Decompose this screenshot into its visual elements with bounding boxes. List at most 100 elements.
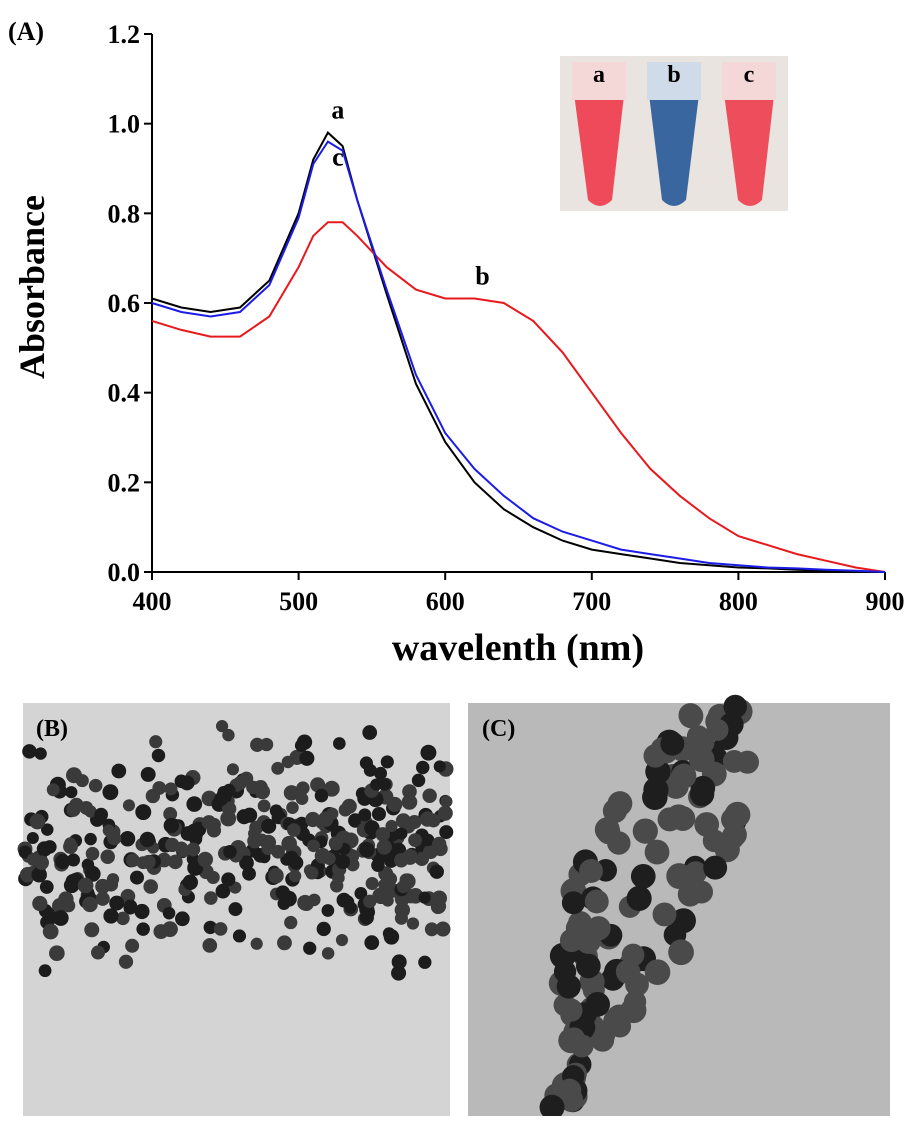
particle [307,839,320,853]
particle [100,849,115,865]
y-tick-label: 0.6 [108,289,141,318]
particle [596,820,621,845]
particle [242,866,256,881]
particle [314,847,331,864]
particle [179,775,195,791]
particle [283,785,300,801]
particle [418,891,431,904]
particle [401,794,418,810]
particle [341,798,357,814]
particle [689,782,715,807]
tube [647,78,701,206]
particle [94,807,109,822]
particle [323,780,340,797]
particle [29,813,46,830]
particle [559,998,583,1022]
particle [261,818,277,834]
particle [294,738,309,753]
particle [396,880,410,894]
particle [95,891,110,906]
particle [18,845,32,859]
particle [365,876,379,891]
particle [706,718,729,741]
particle [26,831,39,845]
panel-label: (C) [482,716,515,742]
particle [626,885,652,911]
inset-photo: a b c [560,56,788,211]
particle [402,848,419,865]
particle [281,835,298,852]
particle [64,837,77,850]
particle [141,854,156,870]
particle [201,815,217,830]
particle [671,763,697,789]
particle [621,943,645,967]
particle [41,823,54,836]
particle [31,866,47,883]
inset-label: b [667,62,680,88]
x-axis-label: wavelenth (nm) [392,627,644,669]
particle [310,777,326,793]
particle [202,938,218,953]
particle [553,960,577,983]
particle [174,841,188,855]
particle [418,955,432,969]
particle [374,766,388,780]
particle [36,841,53,857]
particle [268,867,284,884]
particle [607,791,633,816]
particle [66,802,81,817]
particle [126,853,140,868]
curve-label: b [475,262,489,291]
particle [233,776,248,791]
particle [149,735,163,749]
particle [226,763,239,776]
particle [221,801,237,817]
particle [332,871,345,885]
particle [38,964,52,978]
particle [58,891,74,907]
particle [333,737,346,750]
particle [579,859,603,883]
y-tick-label: 1.0 [108,110,141,139]
series-line [151,130,886,573]
particle [671,908,696,934]
particle [55,853,71,870]
particle [406,917,420,930]
particle [335,854,351,870]
series-line [151,221,886,573]
particle [586,916,611,941]
particle [175,911,190,927]
particle [408,833,423,848]
particle [575,953,601,979]
particle [84,832,97,846]
particle [34,747,47,760]
particle [440,795,453,808]
particle [91,945,106,960]
particle [134,903,150,920]
particle [143,879,158,894]
particle [116,911,130,926]
particle [420,744,437,761]
particle [119,831,136,847]
y-tick-label: 0.4 [108,379,141,408]
particle [296,781,310,795]
particle [364,820,380,836]
particle [65,786,78,799]
particle [688,746,715,773]
particle [371,858,385,873]
particle [271,761,285,775]
particle [186,796,203,812]
particle [287,823,301,837]
particle [88,778,103,793]
inset-label: a [593,62,605,88]
particle [186,842,201,857]
particle [422,788,437,803]
particle [125,938,140,953]
particle [228,902,243,917]
particle [429,864,444,879]
particle [354,886,368,900]
tube [572,78,626,206]
tube-cap [647,62,701,100]
y-tick-label: 1.2 [108,20,141,49]
